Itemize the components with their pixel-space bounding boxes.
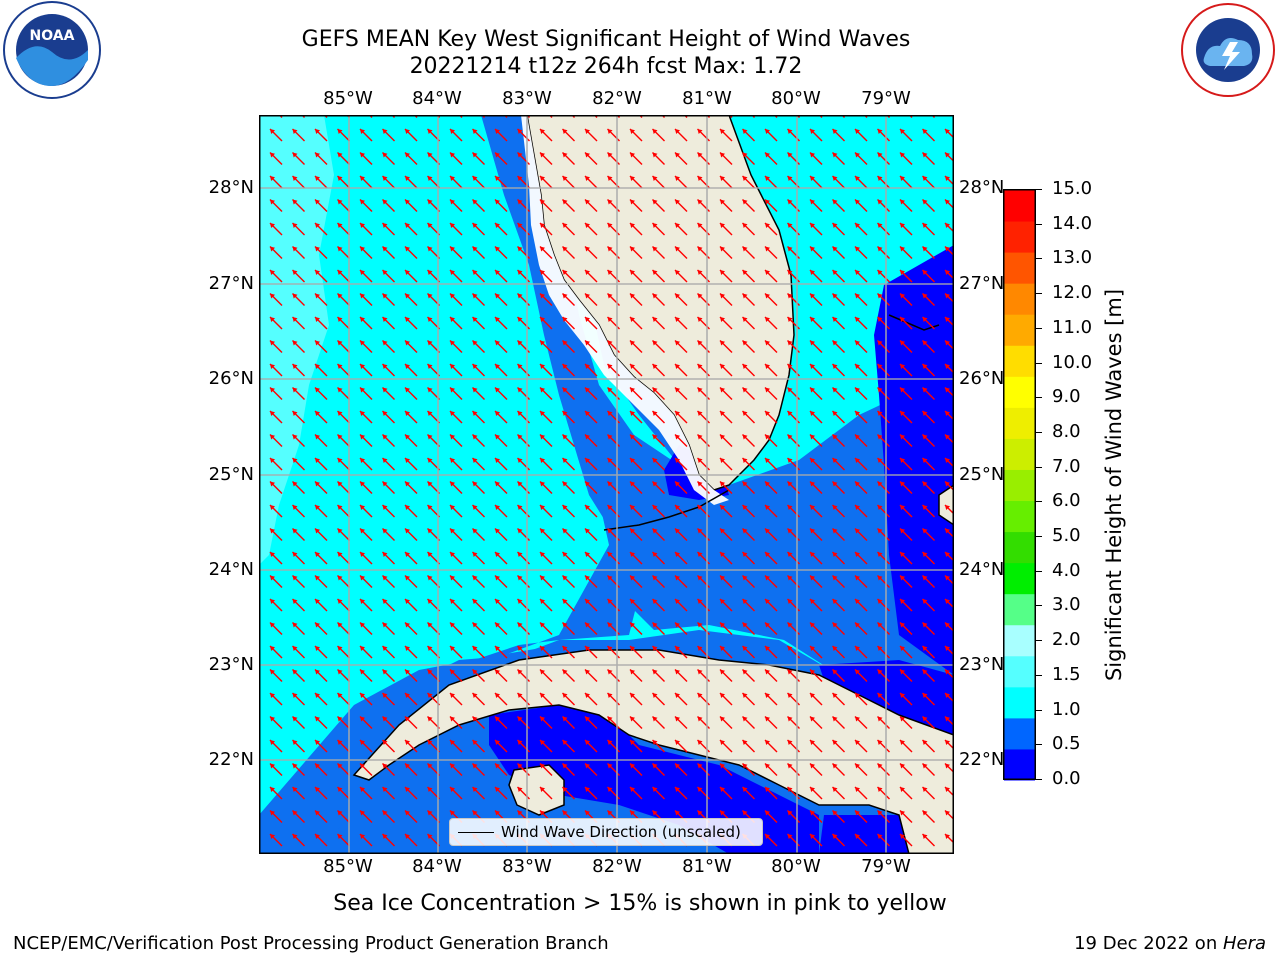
colorbar-tick-mark: [1036, 536, 1042, 538]
colorbar-segment: [1004, 438, 1035, 470]
colorbar-tick-mark: [1036, 327, 1042, 329]
lat-label-right: 26°N: [959, 368, 1005, 389]
colorbar-segment: [1004, 190, 1035, 222]
colorbar-tick-label: 13.0: [1052, 247, 1093, 269]
footer-date: 19 Dec 2022 on Hera: [1074, 933, 1266, 955]
lat-label-right: 24°N: [959, 559, 1005, 580]
legend-label: Wind Wave Direction (unscaled): [501, 823, 741, 841]
colorbar-segment: [1004, 469, 1035, 502]
colorbar-segment: [1004, 531, 1035, 564]
lon-label-top: 85°W: [323, 88, 373, 109]
lon-label-top: 81°W: [682, 88, 732, 109]
colorbar-label: Significant Height of Wind Waves [m]: [1102, 288, 1126, 682]
colorbar-tick-mark: [1036, 640, 1042, 642]
colorbar-tick-label: 12.0: [1052, 282, 1093, 304]
colorbar-tick-label: 4.0: [1052, 559, 1081, 581]
colorbar-tick-label: 2.0: [1052, 629, 1081, 651]
nws-logo: [1181, 3, 1275, 97]
lon-label-bottom: 82°W: [592, 856, 642, 877]
colorbar-tick-label: 1.5: [1052, 663, 1081, 685]
lat-label-right: 23°N: [959, 654, 1005, 675]
sea-ice-note: Sea Ice Concentration > 15% is shown in …: [333, 891, 947, 916]
lon-label-bottom: 83°W: [502, 856, 552, 877]
colorbar-tick-label: 10.0: [1052, 351, 1093, 373]
colorbar: [1003, 189, 1036, 781]
lat-label-right: 28°N: [959, 177, 1005, 198]
colorbar-segment: [1004, 593, 1035, 626]
colorbar-tick-mark: [1036, 431, 1042, 433]
map-legend: Wind Wave Direction (unscaled): [449, 818, 763, 846]
footer-credit: NCEP/EMC/Verification Post Processing Pr…: [13, 933, 609, 954]
colorbar-tick-mark: [1036, 466, 1042, 468]
colorbar-tick-mark: [1036, 709, 1042, 711]
colorbar-tick-label: 7.0: [1052, 455, 1081, 477]
colorbar-tick-mark: [1036, 293, 1042, 295]
colorbar-tick-mark: [1036, 258, 1042, 260]
lon-label-bottom: 79°W: [861, 856, 911, 877]
colorbar-segment: [1004, 314, 1035, 346]
lat-label-right: 25°N: [959, 464, 1005, 485]
svg-text:NOAA: NOAA: [30, 28, 75, 44]
colorbar-tick-label: 14.0: [1052, 212, 1093, 234]
lon-label-bottom: 80°W: [771, 856, 821, 877]
colorbar-tick-mark: [1036, 362, 1042, 364]
colorbar-tick-label: 6.0: [1052, 490, 1081, 512]
colorbar-tick-mark: [1036, 397, 1042, 399]
lat-label-left: 22°N: [208, 749, 254, 770]
colorbar-tick-label: 1.0: [1052, 698, 1081, 720]
colorbar-tick-mark: [1036, 744, 1042, 746]
colorbar-tick-label: 11.0: [1052, 316, 1093, 338]
colorbar-tick-label: 3.0: [1052, 594, 1081, 616]
lon-label-top: 79°W: [861, 88, 911, 109]
colorbar-tick-mark: [1036, 779, 1042, 780]
colorbar-tick-label: 15.0: [1052, 178, 1093, 199]
lon-label-top: 80°W: [771, 88, 821, 109]
colorbar-segment: [1004, 624, 1035, 657]
colorbar-tick-label: 0.0: [1052, 768, 1081, 789]
colorbar-segment: [1004, 252, 1035, 284]
colorbar-tick-label: 5.0: [1052, 525, 1081, 547]
colorbar-segment: [1004, 376, 1035, 408]
lon-label-top: 84°W: [412, 88, 462, 109]
colorbar-segment: [1004, 655, 1035, 688]
colorbar-segment: [1004, 717, 1035, 750]
colorbar-tick-mark: [1036, 605, 1042, 607]
colorbar-segment: [1004, 686, 1035, 719]
colorbar-segment: [1004, 500, 1035, 533]
lon-label-bottom: 84°W: [412, 856, 462, 877]
wave-height-map: [259, 115, 954, 854]
colorbar-tick-label: 9.0: [1052, 386, 1081, 408]
colorbar-tick-mark: [1036, 223, 1042, 225]
lat-label-left: 28°N: [208, 177, 254, 198]
colorbar-segment: [1004, 345, 1035, 377]
lon-label-bottom: 85°W: [323, 856, 373, 877]
colorbar-segment: [1004, 748, 1035, 781]
lat-label-left: 27°N: [208, 273, 254, 294]
colorbar-segment: [1004, 562, 1035, 595]
colorbar-tick-label: 0.5: [1052, 733, 1081, 755]
legend-line-swatch: [458, 832, 494, 833]
lon-label-top: 82°W: [592, 88, 642, 109]
colorbar-tick-mark: [1036, 674, 1042, 676]
lat-label-right: 27°N: [959, 273, 1005, 294]
footer-date-text: 19 Dec 2022 on: [1074, 933, 1223, 954]
colorbar-segment: [1004, 221, 1035, 253]
lat-label-left: 26°N: [208, 368, 254, 389]
lat-label-left: 23°N: [208, 654, 254, 675]
plot-title-line2: 20221214 t12z 264h fcst Max: 1.72: [409, 54, 803, 79]
plot-title-line1: GEFS MEAN Key West Significant Height of…: [301, 27, 911, 52]
lon-label-bottom: 81°W: [682, 856, 732, 877]
colorbar-tick-mark: [1036, 501, 1042, 503]
colorbar-tick-mark: [1036, 189, 1042, 190]
lat-label-left: 24°N: [208, 559, 254, 580]
colorbar-segment: [1004, 407, 1035, 439]
lat-label-left: 25°N: [208, 464, 254, 485]
noaa-logo: NOAA: [3, 1, 101, 99]
colorbar-tick-label: 8.0: [1052, 420, 1081, 442]
colorbar-segment: [1004, 283, 1035, 315]
footer-host: Hera: [1222, 933, 1266, 954]
lon-label-top: 83°W: [502, 88, 552, 109]
colorbar-tick-mark: [1036, 570, 1042, 572]
lat-label-right: 22°N: [959, 749, 1005, 770]
